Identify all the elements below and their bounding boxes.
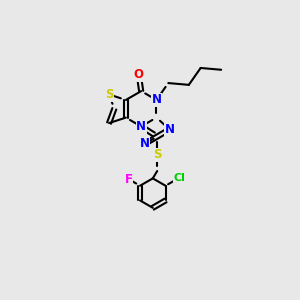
Text: N: N	[136, 120, 146, 133]
Text: N: N	[152, 93, 161, 106]
Text: Cl: Cl	[174, 172, 185, 183]
Text: S: S	[105, 88, 113, 101]
Text: N: N	[165, 123, 175, 136]
Text: N: N	[140, 137, 150, 150]
Text: S: S	[153, 148, 161, 161]
Text: O: O	[134, 68, 144, 81]
Text: F: F	[124, 172, 133, 186]
